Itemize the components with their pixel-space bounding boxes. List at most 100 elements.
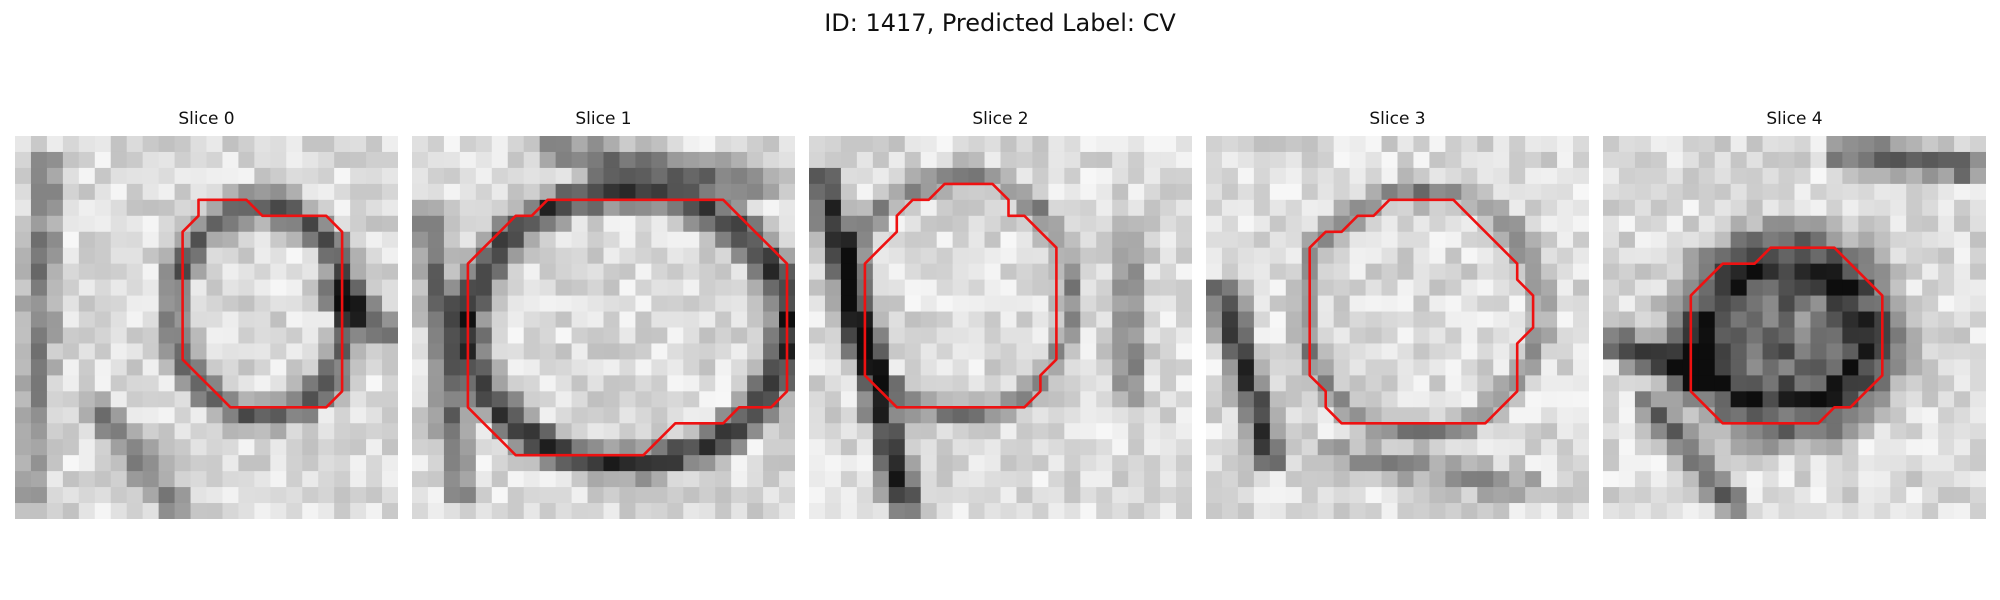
image-pixel (824, 407, 842, 424)
image-pixel (1333, 136, 1351, 153)
image-pixel (1445, 199, 1462, 217)
image-pixel (1413, 455, 1431, 472)
image-pixel (968, 487, 986, 504)
image-pixel (904, 295, 922, 313)
image-pixel (1938, 375, 1955, 392)
image-pixel (1618, 375, 1636, 392)
image-pixel (651, 215, 668, 233)
image-pixel (1970, 263, 1986, 281)
image-pixel (1541, 151, 1558, 169)
image-pixel (94, 471, 112, 488)
image-pixel (1714, 343, 1732, 361)
image-pixel (809, 247, 826, 265)
image-pixel (158, 487, 176, 504)
image-pixel (1842, 231, 1859, 249)
image-pixel (635, 407, 652, 424)
image-pixel (571, 215, 589, 233)
image-pixel (1746, 359, 1764, 376)
image-pixel (1048, 487, 1065, 504)
image-pixel (1509, 183, 1526, 201)
image-pixel (62, 439, 80, 456)
image-pixel (222, 439, 240, 456)
image-pixel (190, 487, 208, 504)
image-pixel (699, 327, 716, 345)
image-pixel (1461, 343, 1478, 361)
image-pixel (206, 183, 224, 201)
image-pixel (443, 375, 461, 392)
image-pixel (1603, 167, 1620, 185)
image-pixel (1221, 167, 1239, 185)
image-pixel (1096, 359, 1113, 376)
image-pixel (46, 295, 64, 313)
image-pixel (1365, 487, 1383, 504)
image-pixel (809, 391, 826, 408)
image-pixel (1477, 151, 1494, 169)
image-pixel (936, 327, 954, 345)
image-pixel (1349, 183, 1367, 201)
image-pixel (1381, 487, 1399, 504)
image-pixel (1618, 455, 1636, 472)
image-pixel (984, 423, 1002, 440)
image-pixel (78, 199, 96, 217)
image-pixel (46, 279, 64, 297)
image-pixel (1509, 503, 1526, 519)
image-pixel (174, 359, 192, 376)
image-pixel (412, 359, 429, 376)
image-pixel (1618, 247, 1636, 265)
image-pixel (1826, 311, 1843, 329)
image-pixel (62, 151, 80, 169)
image-pixel (1954, 343, 1971, 361)
image-pixel (1269, 199, 1287, 217)
image-pixel (555, 359, 573, 376)
image-pixel (1381, 311, 1399, 329)
image-pixel (238, 167, 255, 185)
image-pixel (491, 359, 509, 376)
image-pixel (62, 279, 80, 297)
image-pixel (1477, 327, 1494, 345)
image-pixel (1032, 487, 1049, 504)
image-pixel (1349, 199, 1367, 217)
image-pixel (126, 423, 144, 440)
image-pixel (1666, 359, 1684, 376)
image-pixel (427, 487, 445, 504)
image-pixel (904, 231, 922, 249)
image-pixel (1333, 343, 1351, 361)
image-pixel (1698, 423, 1716, 440)
image-pixel (1206, 487, 1223, 504)
image-pixel (475, 295, 493, 313)
image-pixel (603, 279, 621, 297)
image-pixel (1650, 295, 1668, 313)
image-pixel (1557, 343, 1574, 361)
image-pixel (1128, 167, 1145, 185)
image-pixel (30, 279, 48, 297)
image-pixel (206, 407, 224, 424)
image-pixel (1445, 375, 1462, 392)
image-pixel (539, 199, 557, 217)
image-pixel (1477, 231, 1494, 249)
image-pixel (1160, 231, 1177, 249)
image-pixel (731, 279, 748, 297)
image-pixel (635, 503, 652, 519)
image-pixel (587, 439, 605, 456)
image-pixel (46, 263, 64, 281)
image-pixel (30, 487, 48, 504)
image-pixel (1890, 215, 1907, 233)
image-pixel (30, 311, 48, 329)
image-pixel (126, 136, 144, 153)
image-pixel (1285, 263, 1303, 281)
image-pixel (350, 359, 367, 376)
image-pixel (1573, 183, 1589, 201)
image-pixel (1333, 391, 1351, 408)
image-pixel (1112, 167, 1129, 185)
image-pixel (1365, 375, 1383, 392)
image-pixel (667, 231, 684, 249)
image-pixel (1301, 183, 1319, 201)
image-pixel (1301, 391, 1319, 408)
image-pixel (936, 199, 954, 217)
image-pixel (1938, 407, 1955, 424)
image-pixel (699, 343, 716, 361)
image-pixel (763, 215, 780, 233)
image-pixel (1682, 407, 1700, 424)
image-pixel (382, 343, 398, 361)
image-pixel (856, 455, 874, 472)
